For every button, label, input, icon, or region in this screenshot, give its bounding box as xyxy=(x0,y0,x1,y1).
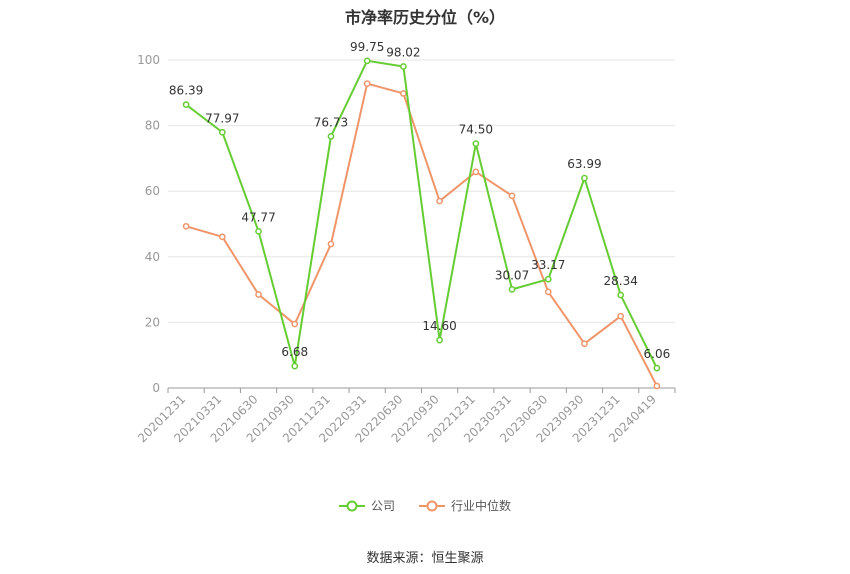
y-tick-label: 80 xyxy=(145,119,160,133)
company-point[interactable] xyxy=(291,362,299,370)
industry-median-point[interactable] xyxy=(436,197,443,205)
company-point[interactable] xyxy=(508,286,516,293)
company-point[interactable] xyxy=(436,336,443,344)
industry-median-point[interactable] xyxy=(472,168,480,176)
y-tick-label: 60 xyxy=(145,184,160,198)
company-point[interactable] xyxy=(544,275,552,283)
company-point[interactable] xyxy=(255,227,262,235)
data-label: 33.17 xyxy=(531,258,565,272)
legend-company-icon xyxy=(338,500,365,511)
grid-lines xyxy=(168,59,675,323)
legend-industry-icon xyxy=(419,500,445,511)
industry-median-line xyxy=(185,82,658,387)
company-point[interactable] xyxy=(327,132,335,140)
data-label: 98.02 xyxy=(386,45,420,59)
company-point[interactable] xyxy=(218,128,226,136)
company-point[interactable] xyxy=(617,291,625,299)
data-label: 76.73 xyxy=(314,115,348,129)
data-label: 74.50 xyxy=(459,123,493,137)
industry-median-point[interactable] xyxy=(327,240,335,248)
industry-median-point[interactable] xyxy=(653,382,661,390)
company-point[interactable] xyxy=(472,140,480,147)
industry-median-point[interactable] xyxy=(400,90,407,97)
legend-company-label: 公司 xyxy=(370,499,395,513)
data-label: 99.75 xyxy=(350,40,384,54)
company-point[interactable] xyxy=(581,174,588,182)
series-group xyxy=(182,57,661,390)
industry-median-point[interactable] xyxy=(581,340,588,348)
company-point[interactable] xyxy=(363,57,371,65)
legend-item-industry[interactable]: 行业中位数 xyxy=(419,497,511,514)
industry-median-point[interactable] xyxy=(182,222,190,230)
industry-median-point[interactable] xyxy=(544,288,552,296)
y-axis: 0 20 40 60 80 100 xyxy=(137,53,160,395)
data-label: 30.07 xyxy=(495,268,529,282)
data-label: 63.99 xyxy=(567,157,601,171)
company-point[interactable] xyxy=(182,101,190,108)
data-label: 6.68 xyxy=(281,345,308,359)
company-point[interactable] xyxy=(400,63,407,70)
data-label: 14.60 xyxy=(422,319,456,333)
y-tick-label: 100 xyxy=(137,53,160,67)
data-source: 数据来源：恒生聚源 xyxy=(366,551,484,566)
y-tick-label: 20 xyxy=(145,315,160,329)
legend: 公司 行业中位数 xyxy=(0,497,850,514)
data-label: 77.97 xyxy=(205,111,239,125)
industry-median-point[interactable] xyxy=(218,233,226,241)
data-label: 86.39 xyxy=(169,84,203,98)
x-axis: 2020123120210331202106302021093020211231… xyxy=(135,387,676,445)
y-tick-label: 0 xyxy=(152,381,160,395)
industry-median-point[interactable] xyxy=(291,320,299,328)
y-tick-label: 40 xyxy=(145,250,160,264)
company-point[interactable] xyxy=(653,364,661,372)
data-label: 6.06 xyxy=(644,347,671,361)
company-line xyxy=(185,59,658,369)
data-label: 47.77 xyxy=(241,210,275,224)
legend-item-company[interactable]: 公司 xyxy=(338,497,395,514)
industry-median-point[interactable] xyxy=(255,291,262,298)
industry-median-point[interactable] xyxy=(617,312,625,320)
chart-title: 市净率历史分位（%） xyxy=(344,8,506,27)
legend-industry-label: 行业中位数 xyxy=(451,499,512,513)
industry-median-point[interactable] xyxy=(363,80,371,87)
industry-median-point[interactable] xyxy=(508,192,516,200)
data-label: 28.34 xyxy=(603,274,637,288)
